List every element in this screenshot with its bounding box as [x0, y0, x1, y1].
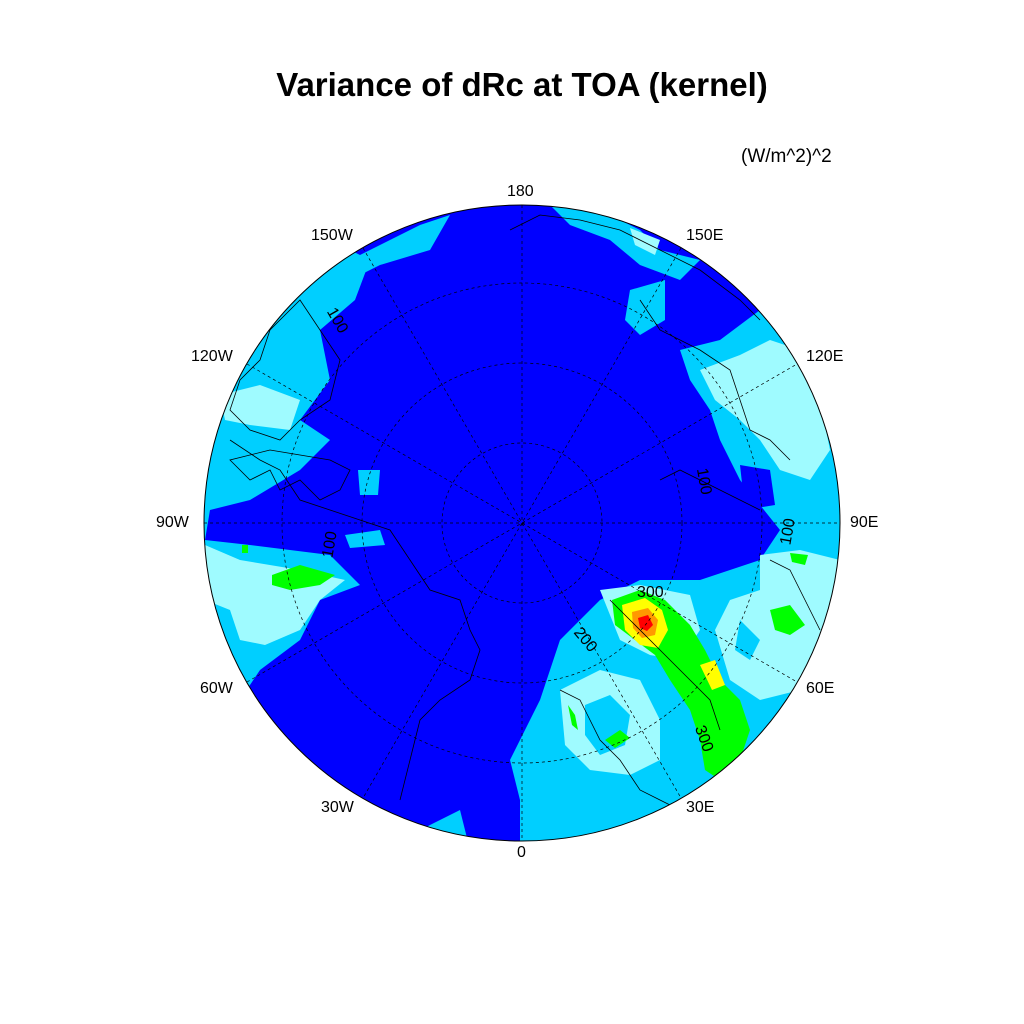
coastline-hudson [769, 559, 821, 631]
meridian-60-240 [246, 363, 798, 683]
field-light-west [205, 545, 345, 645]
map-title: Variance of dRc at TOA (kernel) [276, 66, 768, 103]
coastline-antarctica-west [229, 439, 481, 801]
lon-label-60w: 60W [200, 680, 233, 697]
coastline-east-asia [639, 299, 791, 461]
field-green-s [568, 705, 630, 748]
contour-label-100-ne: 100 [693, 467, 714, 496]
lon-label-30w: 30W [321, 799, 354, 816]
lon-label-30e: 30E [686, 799, 715, 816]
coastline-canada [659, 469, 761, 511]
lon-label-180: 180 [507, 183, 534, 200]
field-blue-ne-notch [740, 465, 775, 510]
meridian-150-330 [362, 247, 682, 799]
latitude-circle-70 [361, 362, 683, 684]
coastline-arctic-islands [229, 449, 351, 501]
lon-label-150w: 150W [311, 227, 353, 244]
contour-label-100-e: 100 [777, 517, 798, 546]
units-label: (W/m^2)^2 [741, 146, 832, 167]
coastline-north-siberia [509, 214, 761, 321]
coastlines [229, 214, 821, 811]
field-light-n [630, 228, 660, 255]
graticule [204, 205, 840, 841]
field-green-w2 [242, 545, 248, 553]
lon-label-120e: 120E [806, 348, 844, 365]
contour-label-100-w: 100 [319, 530, 340, 559]
coastline-europe [559, 689, 681, 811]
lon-label-0: 0 [517, 844, 526, 861]
coastline-scandinavia [609, 599, 721, 731]
field-cyan-north [550, 205, 700, 280]
field-green-e3 [790, 553, 808, 565]
lon-label-90w: 90W [156, 514, 189, 531]
lon-label-60e: 60E [806, 680, 835, 697]
coastline-greenland [229, 299, 341, 441]
field-light-west2 [220, 385, 300, 430]
field-green-e2 [770, 605, 805, 635]
lon-label-120w: 120W [191, 348, 233, 365]
meridian-30-210 [362, 247, 682, 799]
field-light-ne [700, 340, 830, 480]
field-cyan-northwest [330, 215, 450, 280]
field-blue-interior [520, 560, 600, 700]
field-red [638, 615, 653, 631]
meridian-120-300 [246, 363, 798, 683]
lon-label-150e: 150E [686, 227, 724, 244]
contour-label-300-a: 300 [637, 584, 664, 601]
field-green-west [272, 565, 335, 590]
field-yellow-2 [700, 660, 725, 690]
lon-label-90e: 90E [850, 514, 879, 531]
field-cyan-mid [345, 470, 385, 548]
map-border [203, 204, 841, 842]
